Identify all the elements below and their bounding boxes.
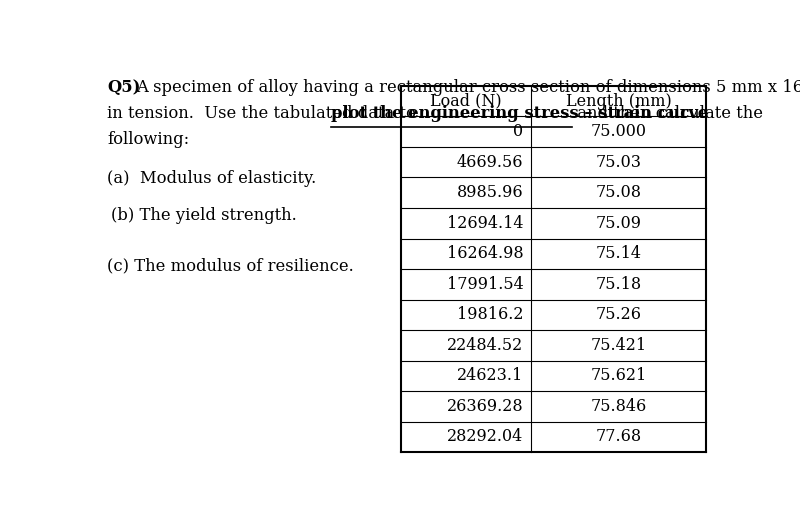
- Text: Length (mm): Length (mm): [566, 93, 671, 110]
- Text: 75.621: 75.621: [590, 368, 646, 384]
- Text: 75.000: 75.000: [590, 123, 646, 140]
- Text: 75.846: 75.846: [590, 398, 646, 415]
- Text: Load (N): Load (N): [430, 93, 502, 110]
- Text: Q5): Q5): [107, 79, 141, 96]
- Text: 77.68: 77.68: [595, 429, 642, 446]
- Text: (a)  Modulus of elasticity.: (a) Modulus of elasticity.: [107, 170, 317, 187]
- Text: 75.14: 75.14: [596, 245, 642, 262]
- Text: 75.09: 75.09: [596, 215, 642, 232]
- Text: (c) The modulus of resilience.: (c) The modulus of resilience.: [107, 257, 354, 274]
- Text: 12694.14: 12694.14: [447, 215, 523, 232]
- Text: 8985.96: 8985.96: [457, 184, 523, 201]
- Text: (b) The yield strength.: (b) The yield strength.: [111, 207, 297, 224]
- Bar: [401, 86, 706, 452]
- Text: 28292.04: 28292.04: [447, 429, 523, 446]
- Text: A specimen of alloy having a rectangular cross section of dimensions 5 mm x 16 m: A specimen of alloy having a rectangular…: [137, 79, 800, 96]
- Text: and then calculate the: and then calculate the: [572, 104, 763, 121]
- Text: 4669.56: 4669.56: [457, 154, 523, 171]
- Text: in tension.  Use the tabulated data to: in tension. Use the tabulated data to: [107, 104, 422, 121]
- Text: 17991.54: 17991.54: [446, 276, 523, 293]
- Text: 24623.1: 24623.1: [458, 368, 523, 384]
- Text: 19816.2: 19816.2: [457, 307, 523, 323]
- Text: 75.03: 75.03: [596, 154, 642, 171]
- Text: 22484.52: 22484.52: [447, 337, 523, 354]
- Text: 75.421: 75.421: [590, 337, 646, 354]
- Text: following:: following:: [107, 130, 190, 147]
- Text: 75.08: 75.08: [596, 184, 642, 201]
- Text: 0: 0: [514, 123, 523, 140]
- Text: 75.18: 75.18: [595, 276, 642, 293]
- Text: 75.26: 75.26: [596, 307, 642, 323]
- Text: 26369.28: 26369.28: [447, 398, 523, 415]
- Text: 16264.98: 16264.98: [447, 245, 523, 262]
- Text: plot the engineering stress – strain curve: plot the engineering stress – strain cur…: [331, 104, 708, 121]
